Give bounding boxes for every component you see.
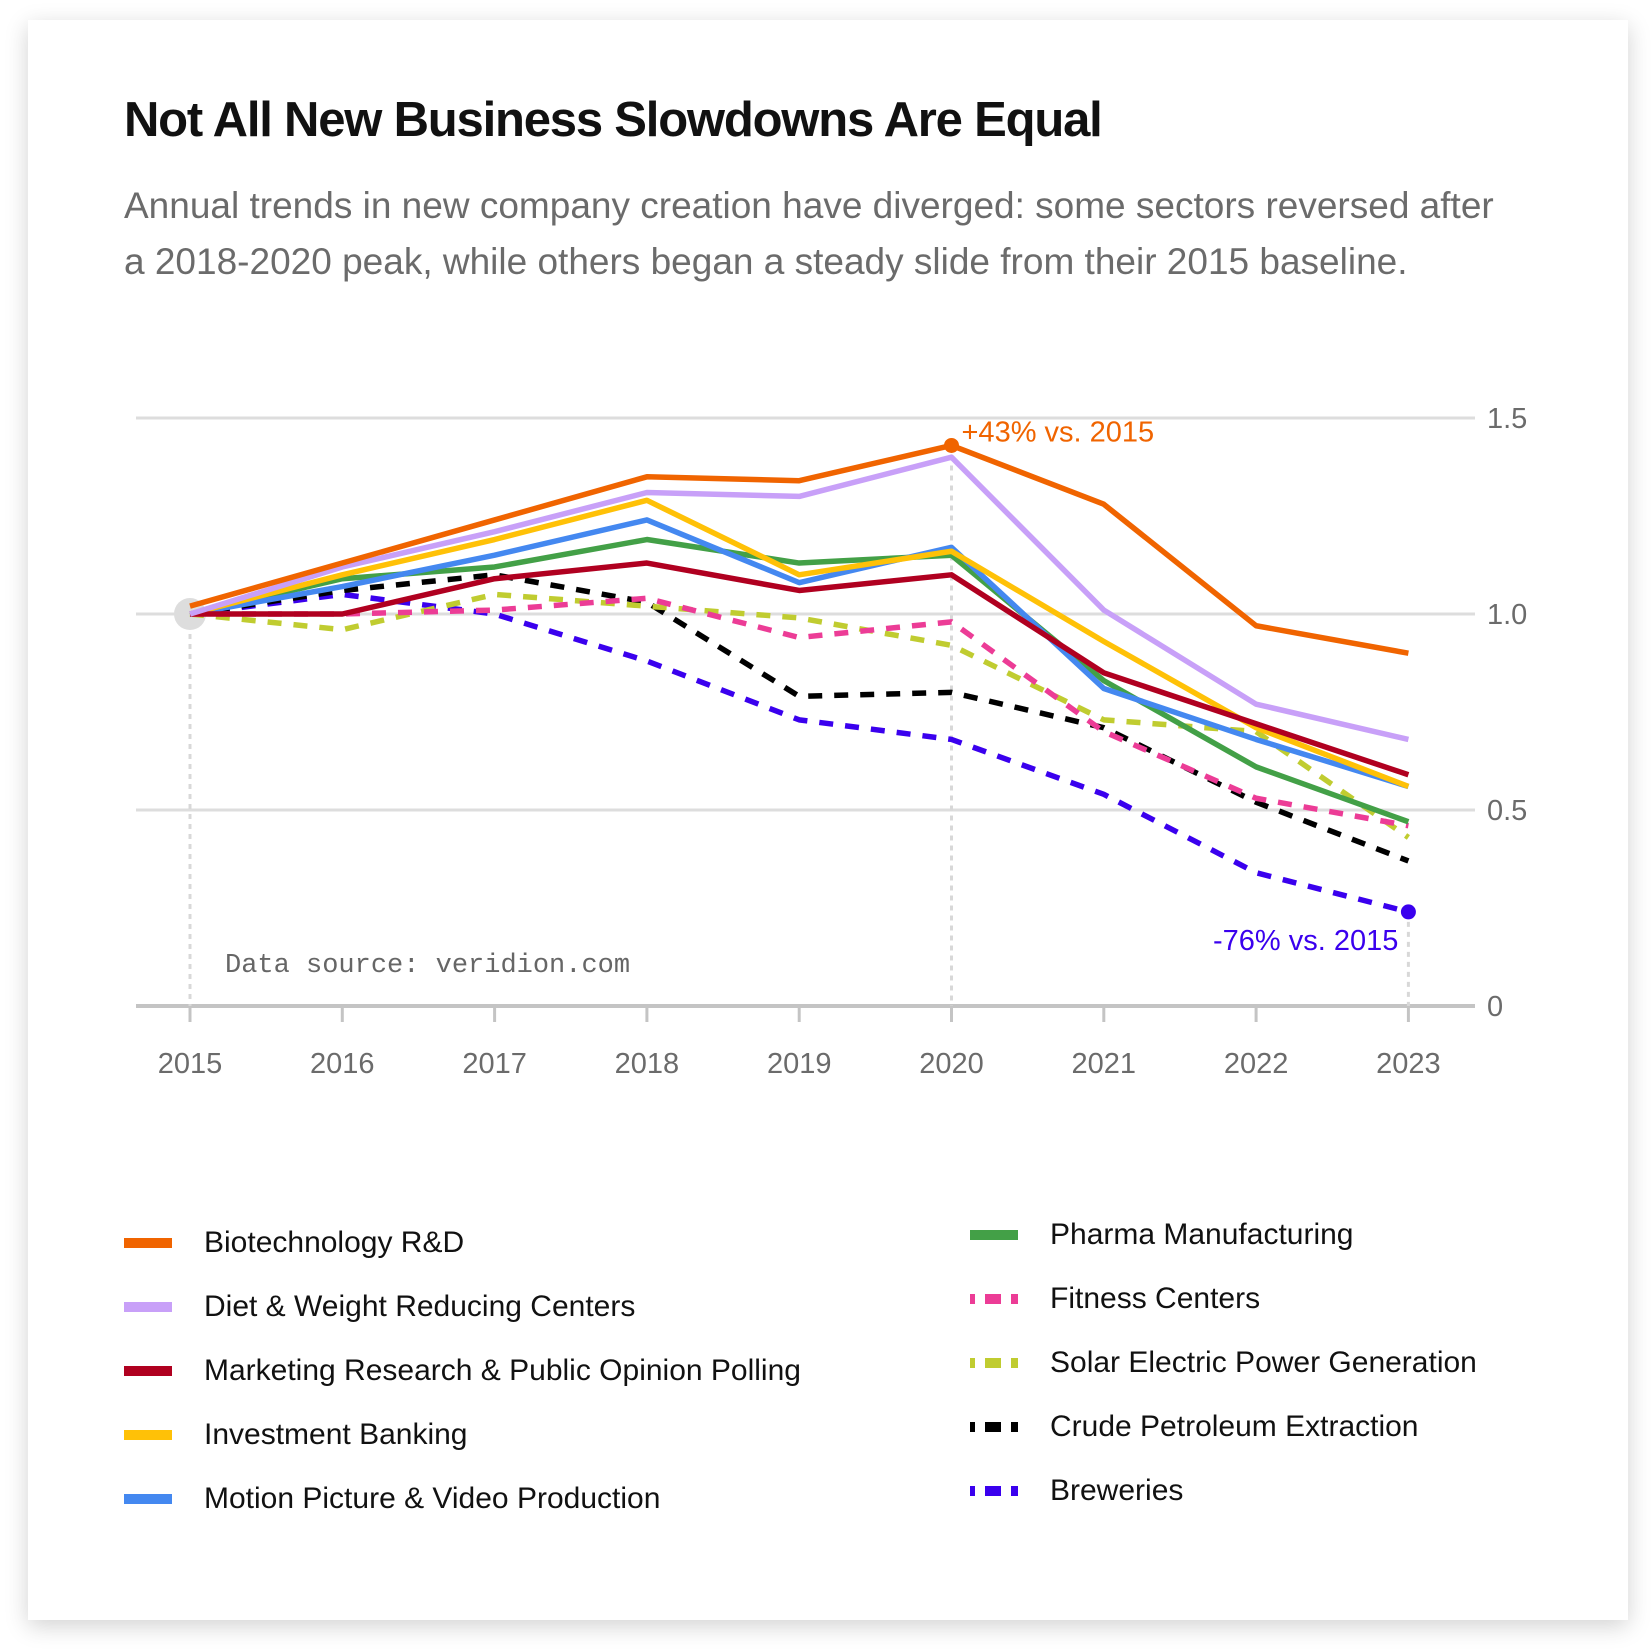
legend-label: Diet & Weight Reducing Centers bbox=[204, 1290, 636, 1323]
legend-label: Motion Picture & Video Production bbox=[204, 1482, 661, 1515]
x-tick-label: 2015 bbox=[158, 1048, 223, 1080]
chart-title: Not All New Business Slowdowns Are Equal bbox=[124, 93, 1103, 147]
legend-label: Breweries bbox=[1050, 1474, 1184, 1507]
legend-item: Biotechnology R&D bbox=[124, 1223, 464, 1263]
x-tick-label: 2023 bbox=[1376, 1048, 1441, 1080]
legend-label: Solar Electric Power Generation bbox=[1050, 1346, 1477, 1379]
legend-label: Pharma Manufacturing bbox=[1050, 1218, 1354, 1251]
legend-swatch-icon bbox=[970, 1294, 1018, 1304]
legend-label: Biotechnology R&D bbox=[204, 1226, 465, 1259]
legend-swatch-icon bbox=[970, 1486, 1018, 1496]
series-line-investment-banking bbox=[189, 497, 1410, 790]
data-source-note: Data source: veridion.com bbox=[225, 951, 630, 981]
legend-item: Pharma Manufacturing bbox=[970, 1215, 1354, 1255]
x-tick-label: 2018 bbox=[615, 1048, 680, 1080]
x-tick-label: 2019 bbox=[767, 1048, 832, 1080]
x-tick-label: 2017 bbox=[462, 1048, 527, 1080]
series-line-marketing-research-public-opinion-polling bbox=[190, 560, 1410, 778]
legend-swatch-icon bbox=[970, 1358, 1018, 1368]
chart-card bbox=[28, 20, 1628, 1620]
annotation-marker bbox=[944, 437, 959, 453]
legend-label: Investment Banking bbox=[204, 1418, 468, 1451]
y-tick-label: 0 bbox=[1487, 991, 1503, 1023]
y-tick-label: 1.5 bbox=[1487, 403, 1527, 435]
series-line-solar-electric-power-generation bbox=[189, 591, 1410, 840]
x-tick-label: 2022 bbox=[1224, 1048, 1289, 1080]
gridlines bbox=[136, 416, 1475, 1008]
legend-swatch-icon bbox=[970, 1422, 1018, 1432]
legend-item: Solar Electric Power Generation bbox=[970, 1343, 1477, 1383]
legend-swatch-icon bbox=[970, 1230, 1018, 1240]
legend-swatch-icon bbox=[124, 1430, 172, 1440]
legend-item: Fitness Centers bbox=[970, 1279, 1260, 1319]
chart-subtitle: Annual trends in new company creation ha… bbox=[124, 185, 1494, 282]
legend-item: Diet & Weight Reducing Centers bbox=[124, 1287, 635, 1327]
legend-swatch-icon bbox=[124, 1238, 172, 1248]
annotation-marker bbox=[1400, 904, 1416, 920]
annotation-label: -76% vs. 2015 bbox=[1213, 925, 1398, 957]
legend-item: Marketing Research & Public Opinion Poll… bbox=[124, 1351, 801, 1391]
x-tick-label: 2016 bbox=[310, 1048, 375, 1080]
legend-item: Motion Picture & Video Production bbox=[124, 1479, 660, 1519]
legend-label: Fitness Centers bbox=[1050, 1282, 1261, 1315]
legend-item: Crude Petroleum Extraction bbox=[970, 1407, 1419, 1447]
series-lines bbox=[189, 442, 1410, 915]
annotation-label: +43% vs. 2015 bbox=[962, 416, 1155, 448]
annotations: +43% vs. 2015 -76% vs. 2015 bbox=[944, 416, 1416, 957]
series-line-breweries bbox=[189, 591, 1410, 915]
legend-item: Investment Banking bbox=[124, 1415, 467, 1455]
y-tick-label: 1.0 bbox=[1487, 599, 1527, 631]
legend-label: Marketing Research & Public Opinion Poll… bbox=[204, 1354, 801, 1387]
x-tick-label: 2020 bbox=[919, 1048, 984, 1080]
y-axis: 0 0.5 1.0 1.5 bbox=[1487, 403, 1527, 1023]
legend-item: Breweries bbox=[970, 1471, 1183, 1511]
legend-label: Crude Petroleum Extraction bbox=[1050, 1410, 1419, 1443]
x-axis: 2015 2016 2017 2018 2019 2020 2021 2022 2023 bbox=[158, 1006, 1441, 1080]
series-line-fitness-centers bbox=[190, 595, 1409, 829]
y-tick-label: 0.5 bbox=[1487, 795, 1527, 827]
x-tick-label: 2021 bbox=[1072, 1048, 1137, 1080]
legend-swatch-icon bbox=[124, 1302, 172, 1312]
legend-swatch-icon bbox=[124, 1366, 172, 1376]
legend-swatch-icon bbox=[124, 1494, 172, 1504]
